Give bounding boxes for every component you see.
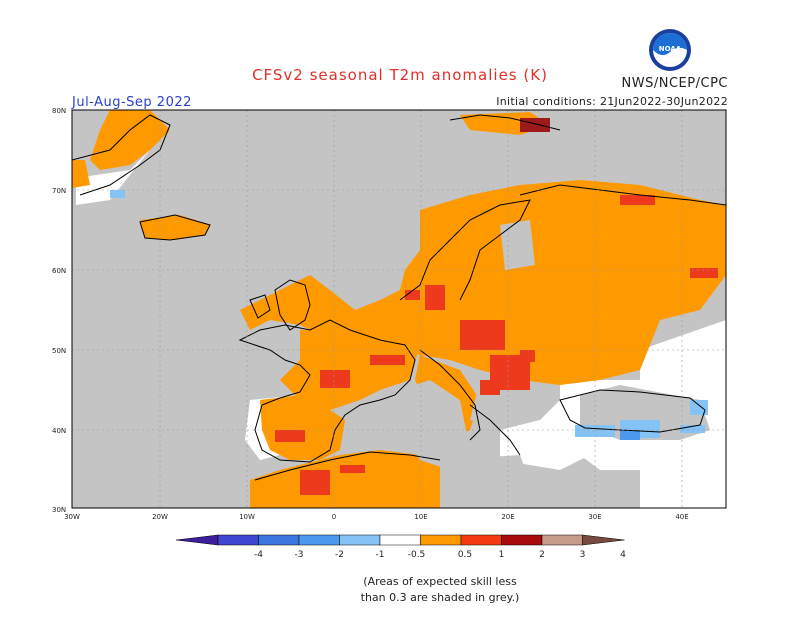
lon-label: 20E (501, 513, 514, 521)
lat-label: 30N (52, 506, 66, 514)
lon-label: 0 (332, 513, 336, 521)
lon-label: 30E (588, 513, 601, 521)
lon-label: 10E (414, 513, 427, 521)
legend-tick-label: -4 (254, 550, 263, 560)
footnote-line-2: than 0.3 are shaded in grey.) (360, 591, 520, 604)
map-title: CFSv2 seasonal T2m anomalies (K) (252, 66, 548, 84)
legend-tick-label: 1 (499, 550, 505, 560)
legend-swatch (258, 534, 300, 546)
low-skill-areas (400, 220, 710, 508)
lat-label: 70N (52, 187, 66, 195)
legend-tick-label: 2 (539, 550, 545, 560)
legend-arrow-high (582, 534, 625, 546)
lon-label: 10W (239, 513, 255, 521)
map-land-layer (72, 110, 726, 508)
legend-swatch (541, 534, 583, 546)
lat-label: 40N (52, 427, 66, 435)
legend-arrow-low (175, 534, 219, 546)
very-strong-warm-anomaly-areas (520, 118, 550, 132)
lon-label: 30W (64, 513, 80, 521)
color-legend: -4 -3 -2 -1 -0.5 0.5 1 2 3 4 (175, 534, 626, 560)
legend-tick-label: 3 (580, 550, 586, 560)
skill-footnote: (Areas of expected skill less than 0.3 a… (300, 574, 580, 606)
legend-swatch (217, 534, 259, 546)
lon-label: 40E (675, 513, 688, 521)
legend-tick-label: -1 (376, 550, 385, 560)
footnote-line-1: (Areas of expected skill less (363, 575, 517, 588)
strong-warm-anomaly-areas (275, 195, 718, 495)
legend-tick-label: -0.5 (408, 550, 426, 560)
legend-swatch (460, 534, 502, 546)
lat-label: 60N (52, 267, 66, 275)
lat-label: 50N (52, 347, 66, 355)
coastlines (72, 114, 726, 481)
legend-swatch (501, 534, 543, 546)
agency-label: NWS/NCEP/CPC (621, 76, 728, 91)
legend-tick-label: -3 (295, 550, 304, 560)
lat-label: 80N (52, 107, 66, 115)
longitude-labels: 30W 20W 10W 0 10E 20E 30E 40E (64, 513, 689, 521)
legend-tick-label: 0.5 (458, 550, 472, 560)
map-border (71, 109, 727, 509)
lon-label: 20W (152, 513, 168, 521)
legend-tick-label: -2 (335, 550, 344, 560)
legend-swatch (420, 534, 462, 546)
initial-conditions-label: Initial conditions: 21Jun2022-30Jun2022 (496, 95, 728, 108)
legend-swatch (298, 534, 340, 546)
season-label: Jul-Aug-Sep 2022 (72, 95, 192, 110)
logo-text: NOAA (659, 45, 682, 53)
noaa-logo-icon: NOAA (649, 29, 691, 71)
gridlines (72, 110, 726, 508)
legend-tick-label: 4 (620, 550, 626, 560)
legend-swatch (379, 534, 421, 546)
legend-swatch (339, 534, 381, 546)
latitude-labels: 80N 70N 60N 50N 40N 30N (52, 107, 66, 514)
